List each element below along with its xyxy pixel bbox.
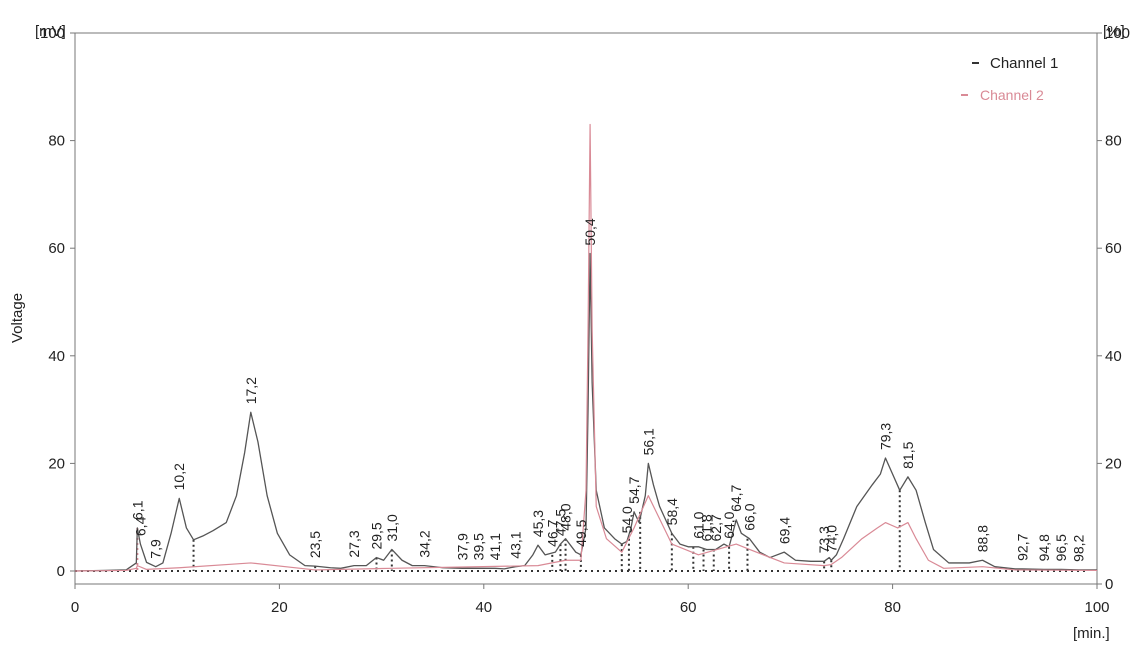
peak-label: 46,7 (544, 519, 560, 546)
right-tick-label: 0 (1105, 576, 1113, 593)
peak-label: 96,5 (1053, 534, 1069, 561)
peak-label: 81,5 (900, 441, 916, 468)
legend: Channel 1 Channel 2 (961, 55, 1058, 103)
x-tick-label: 0 (71, 599, 79, 616)
left-unit-label: [mV] (35, 23, 66, 40)
peak-label: 49,5 (573, 519, 589, 546)
peak-label: 10,2 (171, 463, 187, 490)
left-tick-label: 100 (40, 25, 65, 42)
peak-label: 92,7 (1014, 533, 1030, 560)
x-tick-label: 100 (1084, 599, 1109, 616)
peak-label: 48,0 (558, 503, 574, 530)
left-tick-label: 0 (57, 563, 65, 580)
left-tick-label: 60 (48, 240, 65, 257)
peak-label: 6,4 (132, 516, 148, 536)
peak-label: 50,4 (582, 218, 598, 245)
peak-label: 27,3 (346, 530, 362, 557)
peak-label: 79,3 (877, 423, 893, 450)
right-unit-label: [%] (1103, 23, 1125, 40)
peak-label: 54,7 (626, 476, 642, 503)
peak-label: 74,0 (823, 525, 839, 552)
right-tick-label: 20 (1105, 455, 1122, 472)
series-line-channel-2 (74, 123, 1098, 572)
peak-label: 31,0 (384, 514, 400, 541)
peak-label: 47,5 (552, 509, 568, 536)
peak-label: 66,0 (742, 503, 758, 530)
right-axis: 0 20 40 60 80 100 (1097, 25, 1130, 593)
right-tick-label: 100 (1105, 25, 1130, 42)
peak-label: 64,0 (721, 511, 737, 538)
peak-label: 94,8 (1036, 534, 1052, 561)
peak-label: 34,2 (417, 530, 433, 557)
right-tick-label: 40 (1105, 348, 1122, 365)
peak-label: 98,2 (1071, 534, 1087, 561)
x-tick-label: 40 (475, 599, 492, 616)
peak-label: 7,9 (148, 539, 164, 559)
x-axis-title: [min.] (1073, 625, 1110, 642)
peak-label: 64,7 (728, 484, 744, 511)
peak-label: 39,5 (471, 533, 487, 560)
peak-label: 17,2 (243, 377, 259, 404)
peak-label: 37,9 (454, 533, 470, 560)
y-axis-title: Voltage (9, 293, 26, 343)
peak-label: 61,0 (690, 511, 706, 538)
peak-label: 62,7 (708, 514, 724, 541)
series-line-channel-1 (74, 252, 1097, 572)
peak-label: 45,3 (530, 510, 546, 537)
peak-label: 29,5 (368, 522, 384, 549)
x-tick-label: 20 (271, 599, 288, 616)
peak-label: 61,8 (699, 514, 715, 541)
peak-label: 69,4 (776, 517, 792, 544)
peak-label: 88,8 (975, 525, 991, 552)
left-tick-label: 20 (48, 455, 65, 472)
peak-label: 23,5 (307, 531, 323, 558)
left-axis: 0 20 40 60 80 100 (40, 25, 75, 580)
x-tick-label: 80 (884, 599, 901, 616)
x-axis: 0 20 40 60 80 100 (71, 584, 1110, 616)
peak-label: 73,3 (816, 526, 832, 553)
series-layer (74, 123, 1098, 572)
peak-label-layer: 6,16,47,9 10,2 17,2 23,5 27,3 29,5 31,0 34,2 37,… (129, 218, 1086, 562)
right-tick-label: 80 (1105, 133, 1122, 150)
peak-label: 41,1 (487, 533, 503, 560)
left-tick-label: 40 (48, 348, 65, 365)
peak-label: 43,1 (507, 531, 523, 558)
peak-label: 58,4 (664, 498, 680, 525)
x-tick-label: 60 (680, 599, 697, 616)
peak-label: 54,0 (619, 506, 635, 533)
left-tick-label: 80 (48, 133, 65, 150)
peak-label: 6,1 (129, 500, 145, 520)
right-tick-label: 60 (1105, 240, 1122, 257)
legend-label-channel-1: Channel 1 (990, 55, 1058, 72)
peak-label: 56,1 (640, 428, 656, 455)
legend-label-channel-2: Channel 2 (980, 87, 1044, 103)
